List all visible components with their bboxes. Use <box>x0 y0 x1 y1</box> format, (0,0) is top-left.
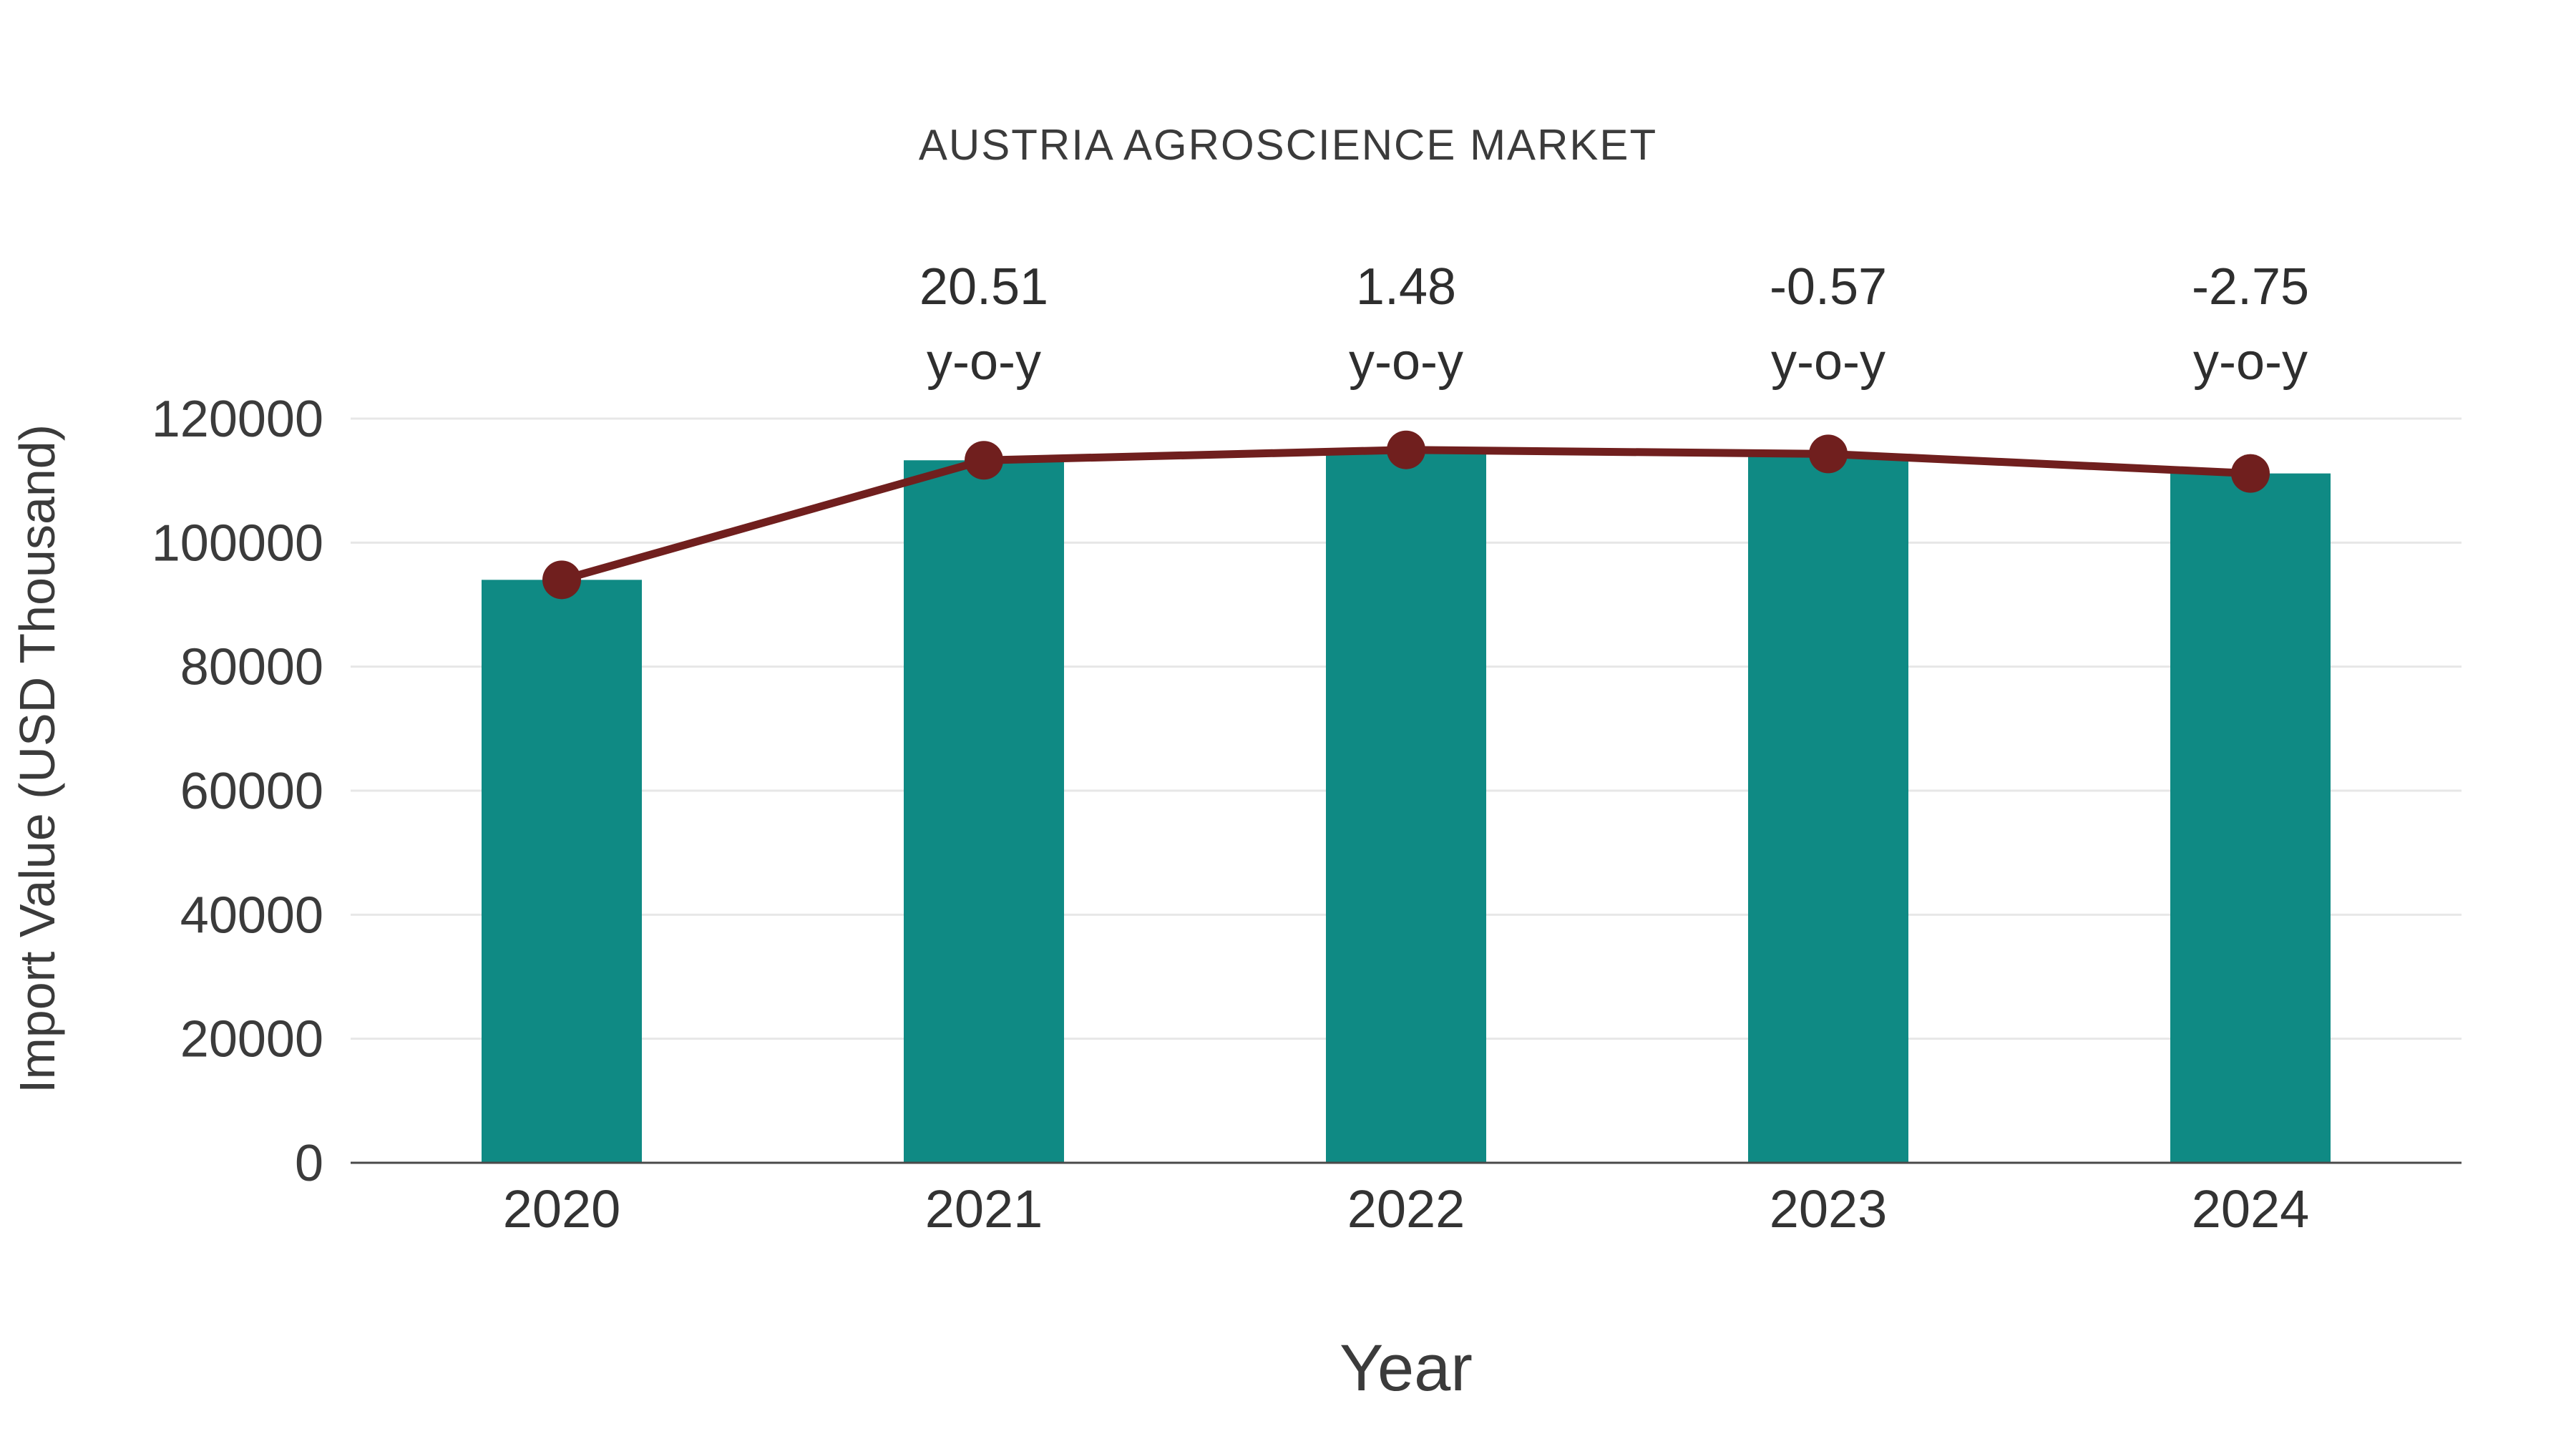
x-tick-label-2021: 2021 <box>925 1179 1043 1239</box>
x-axis-label: Year <box>1340 1332 1473 1405</box>
yoy-suffix-2023: y-o-y <box>1771 333 1885 391</box>
trend-marker-2020 <box>542 560 581 600</box>
y-tick-label-0: 0 <box>295 1135 323 1192</box>
chart-title: AUSTRIA AGROSCIENCE MARKET <box>918 121 1658 169</box>
y-tick-label-40000: 40000 <box>180 887 323 944</box>
y-tick-label-60000: 60000 <box>180 763 323 820</box>
x-tick-label-2020: 2020 <box>503 1179 621 1239</box>
bar-2022 <box>1326 449 1486 1163</box>
yoy-suffix-2024: y-o-y <box>2193 333 2308 391</box>
x-tick-label-2024: 2024 <box>2192 1179 2310 1239</box>
bar-2020 <box>482 580 642 1163</box>
yoy-value-2021: 20.51 <box>919 258 1048 316</box>
bar-2024 <box>2170 473 2331 1163</box>
yoy-value-2022: 1.48 <box>1356 258 1456 316</box>
x-tick-label-2022: 2022 <box>1347 1179 1465 1239</box>
yoy-suffix-2021: y-o-y <box>927 333 1041 391</box>
yoy-suffix-2022: y-o-y <box>1349 333 1463 391</box>
yoy-value-2024: -2.75 <box>2192 258 2309 316</box>
y-tick-label-100000: 100000 <box>152 514 323 572</box>
y-tick-label-120000: 120000 <box>152 391 323 448</box>
trend-marker-2023 <box>1809 434 1848 474</box>
bar-2021 <box>904 460 1064 1163</box>
trend-marker-2022 <box>1387 430 1425 469</box>
trend-marker-2021 <box>965 441 1003 480</box>
bar-2023 <box>1748 454 1908 1163</box>
x-tick-label-2023: 2023 <box>1770 1179 1888 1239</box>
yoy-value-2023: -0.57 <box>1770 258 1887 316</box>
y-tick-label-80000: 80000 <box>180 639 323 696</box>
trend-marker-2024 <box>2231 454 2270 493</box>
y-tick-label-20000: 20000 <box>180 1011 323 1068</box>
